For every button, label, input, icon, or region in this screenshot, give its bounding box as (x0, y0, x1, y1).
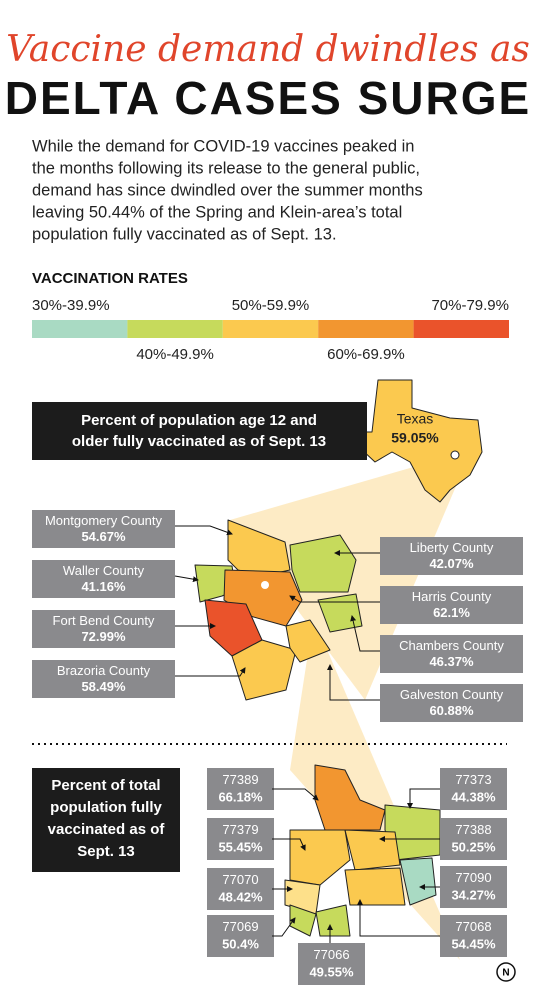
state-name: Texas (397, 411, 434, 427)
state-rate: 59.05% (391, 430, 439, 446)
intro-line: demand has since dwindled over the summe… (32, 181, 423, 199)
label-rate: 49.55% (309, 965, 354, 980)
label-box (440, 866, 507, 908)
label-box (207, 818, 274, 860)
leader-line (175, 667, 246, 677)
label-name: Harris County (412, 589, 492, 604)
label-box (380, 537, 523, 575)
label-name: 77389 (222, 772, 258, 787)
label-name: 77068 (455, 919, 491, 934)
label-rate: 58.49% (81, 679, 126, 694)
legend-label: 70%-79.9% (431, 297, 509, 314)
logo (496, 962, 516, 982)
label-box (32, 560, 175, 598)
label-rate: 50.25% (451, 840, 496, 855)
heading-text: population fully (50, 799, 162, 816)
heading-text: Percent of population age 12 and (81, 412, 317, 429)
legend-swatch (32, 320, 128, 338)
label-box (207, 768, 274, 810)
label-rate: 66.18% (218, 790, 263, 805)
intro-line: leaving 50.44% of the Spring and Klein-a… (32, 203, 402, 221)
label-name: Fort Bend County (53, 613, 155, 628)
label-name: Liberty County (410, 540, 494, 555)
heading-text: vaccinated as of (48, 821, 166, 838)
legend-swatch (318, 320, 414, 338)
heading-text: Percent of total (51, 777, 160, 794)
label-name: Brazoria County (57, 663, 151, 678)
label-box (440, 768, 507, 810)
label-box (298, 943, 365, 985)
legend-label: 60%-69.9% (327, 346, 405, 363)
intro-line: the months following its release to the … (32, 159, 420, 177)
label-name: 77379 (222, 822, 258, 837)
leader-line (327, 664, 380, 701)
label-rate: 62.1% (433, 605, 470, 620)
label-box (380, 586, 523, 624)
leader-line (407, 788, 440, 809)
legend-label: 50%-59.9% (232, 297, 310, 314)
heading-text: older fully vaccinated as of Sept. 13 (72, 433, 326, 450)
leader-line (272, 917, 296, 937)
leader-line (357, 899, 440, 937)
label-name: 77388 (455, 822, 491, 837)
legend-swatch (222, 320, 319, 338)
label-name: 77070 (222, 872, 258, 887)
leader-line (289, 595, 380, 603)
label-name: Galveston County (400, 687, 504, 702)
legend-title: VACCINATION RATES (32, 270, 188, 287)
legend-swatch (413, 320, 509, 338)
label-rate: 50.4% (222, 937, 259, 952)
label-box (380, 635, 523, 673)
label-name: 77090 (455, 870, 491, 885)
label-box (380, 684, 523, 722)
label-rate: 54.67% (81, 529, 126, 544)
label-name: 77066 (313, 947, 349, 962)
leader-line (272, 788, 319, 801)
label-rate: 44.38% (451, 790, 496, 805)
label-box (32, 510, 175, 548)
leader-line (350, 615, 380, 652)
label-box (207, 915, 274, 957)
label-rate: 46.37% (429, 654, 474, 669)
title-main: DELTA CASES SURGE (5, 72, 531, 124)
label-name: 77373 (455, 772, 491, 787)
label-box (440, 818, 507, 860)
legend-swatch (127, 320, 223, 338)
label-rate: 41.16% (81, 579, 126, 594)
county-map (194, 519, 363, 701)
heading-text: Sept. 13 (77, 843, 135, 860)
legend-label: 40%-49.9% (136, 346, 214, 363)
label-rate: 48.42% (218, 890, 263, 905)
label-box (32, 610, 175, 648)
label-box (32, 660, 175, 698)
intro-line: While the demand for COVID-19 vaccines p… (32, 137, 414, 155)
label-box (440, 915, 507, 957)
leader-line (174, 575, 199, 583)
intro-line: population fully vaccinated as of Sept. … (32, 225, 337, 243)
label-rate: 34.27% (451, 888, 496, 903)
heading-box (32, 768, 180, 872)
label-box (207, 868, 274, 910)
label-rate: 42.07% (429, 556, 474, 571)
label-name: 77069 (222, 919, 258, 934)
logo-text: N (502, 968, 509, 979)
label-rate: 72.99% (81, 629, 126, 644)
label-rate: 60.88% (429, 703, 474, 718)
label-name: Chambers County (399, 638, 504, 653)
label-rate: 54.45% (451, 937, 496, 952)
label-name: Waller County (63, 563, 145, 578)
leader-line (175, 525, 233, 536)
zip-map (284, 764, 441, 937)
legend-label: 30%-39.9% (32, 297, 110, 314)
leader-line (272, 838, 306, 851)
label-rate: 55.45% (218, 840, 263, 855)
label-name: Montgomery County (45, 513, 163, 528)
heading-box (32, 402, 367, 460)
title-script: Vaccine demand dwindles as (6, 29, 530, 70)
